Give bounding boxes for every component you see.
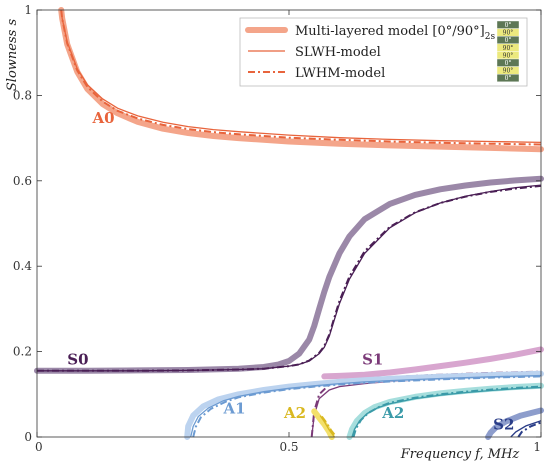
y-tick-label-1: 1	[24, 3, 32, 17]
x-tick-label-1: 1	[533, 440, 541, 454]
x-tick-label-0-5: 0.5	[279, 440, 298, 454]
layup-ply-label-4: 90°	[503, 52, 514, 59]
y-tick-label-0-4: 0.4	[13, 259, 32, 273]
mode-label-s1: S1	[362, 350, 383, 368]
mode-s0-slwh-line	[37, 184, 542, 372]
mode-label-a2: A2	[283, 404, 306, 422]
mode-a1-3	[184, 370, 544, 440]
tick-labels: 0 0.5 1 0 0.2 0.4 0.6 0.8 1	[13, 3, 541, 454]
mode-curves	[34, 7, 544, 440]
x-tick-label-0: 0	[35, 440, 43, 454]
legend-label-slwh-model: SLWH-model	[295, 45, 381, 60]
y-tick-label-0-2: 0.2	[13, 345, 32, 359]
layup-ply-label-6: 90°	[503, 68, 514, 75]
layup-ply-label-2: 0°	[505, 37, 512, 44]
layup-ply-label-1: 90°	[503, 30, 514, 37]
mode-a2-5	[346, 382, 544, 440]
y-tick-label-0-8: 0.8	[13, 88, 32, 102]
x-axis-label: Frequency f, MHz	[400, 447, 520, 462]
mode-a0-multi-layered-line	[58, 7, 544, 153]
layup-ply-label-5: 0°	[505, 60, 512, 67]
axis-ticks	[36, 9, 542, 438]
mode-a1-lwhm-line	[192, 375, 542, 438]
mode-a0-0	[58, 7, 544, 153]
mode-a2-lwhm-line	[352, 385, 542, 438]
layup-ply-label-7: 0°	[505, 75, 512, 82]
mode-s0-1	[34, 175, 544, 374]
legend-label-subscript: 2s	[485, 32, 496, 42]
mode-a2-lwhm-line	[321, 415, 338, 438]
y-axis-label: Slowness s	[5, 19, 20, 92]
mode-a2-4	[311, 408, 338, 440]
mode-s2-slwh-line	[510, 420, 542, 438]
layup-ply-7	[496, 73, 520, 82]
mode-label-s2: S2	[493, 415, 514, 433]
y-tick-label-0: 0	[24, 430, 32, 444]
mode-a2-multi-layered-line	[311, 408, 335, 440]
mode-s1-multi-layered-line	[321, 346, 544, 380]
mode-label-a0: A0	[91, 109, 114, 127]
mode-label-s0: S0	[67, 350, 88, 368]
mode-s2-6	[485, 407, 544, 440]
mode-s0-lwhm-line	[37, 184, 542, 372]
mode-labels: A0 S0 S1 A1 A2 A2 S2	[67, 109, 514, 433]
legend: Multi-layered model [0°/90°]2s SLWH-model…	[239, 17, 528, 87]
legend-label-multi-layered-model-0-90: Multi-layered model [0°/90°]2s	[295, 24, 495, 42]
y-tick-label-0-6: 0.6	[13, 174, 32, 188]
mode-s2-lwhm-line	[517, 421, 542, 438]
mode-s2-multi-layered-line	[485, 407, 544, 440]
mode-a1-multi-layered-line	[184, 370, 544, 440]
legend-label-lwhm-model: LWHM-model	[295, 66, 385, 81]
mode-label-a2: A2	[381, 404, 404, 422]
mode-label-a1: A1	[222, 400, 245, 418]
layup-ply-label-3: 90°	[503, 45, 514, 52]
layup-ply-label-0: 0°	[505, 22, 512, 29]
mode-a0-lwhm-line	[60, 9, 542, 146]
mode-s0-multi-layered-line	[34, 175, 544, 374]
